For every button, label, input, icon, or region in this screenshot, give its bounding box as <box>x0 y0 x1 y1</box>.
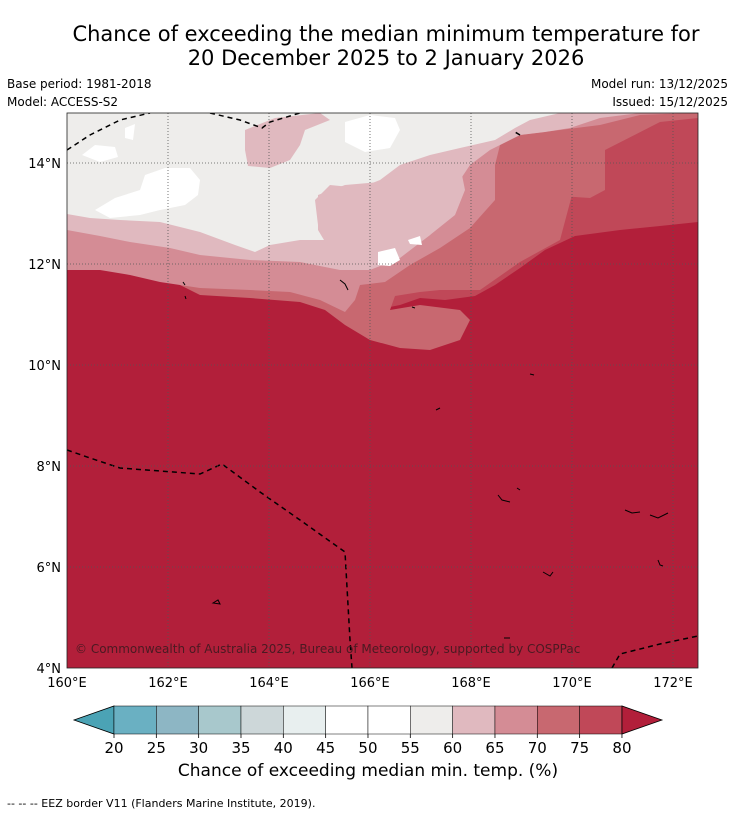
model-name: Model: ACCESS-S2 <box>7 95 119 109</box>
island <box>657 559 664 567</box>
map-plot-area: © Commonwealth of Australia 2025, Bureau… <box>67 113 698 668</box>
colorbar-segment <box>452 705 496 735</box>
colorbar-label: Chance of exceeding median min. temp. (%… <box>177 761 559 781</box>
eez-border-south-west <box>67 449 353 668</box>
colorbar-tick-label: 75 <box>570 739 589 757</box>
map-figure: © Commonwealth of Australia 2025, Bureau… <box>28 112 699 757</box>
map-frame <box>66 112 699 669</box>
colorbar-segment <box>240 705 284 735</box>
colorbar-tick-label: 20 <box>104 739 123 757</box>
colorbar-over-arrow <box>621 705 664 735</box>
lon-label-164e: 164°E <box>249 676 289 691</box>
island <box>542 571 554 577</box>
colorbar-segment <box>113 705 157 735</box>
region-50-55-northeast <box>345 115 400 152</box>
lat-label-14n: 14°N <box>28 157 61 172</box>
colorbar-segment <box>579 705 623 735</box>
region-50-55-east <box>408 236 422 245</box>
island <box>497 494 511 503</box>
region-50-55-north <box>125 124 135 140</box>
title-line-2: 20 December 2025 to 2 January 2026 <box>187 46 585 70</box>
colorbar-tick-label: 60 <box>443 739 462 757</box>
island <box>211 599 221 605</box>
colorbar-tick-label: 55 <box>401 739 420 757</box>
meta-right: Model run: 13/12/2025 Issued: 15/12/2025 <box>591 75 728 111</box>
island <box>649 512 669 519</box>
region-60-65-north <box>245 113 330 168</box>
island <box>516 487 521 491</box>
lat-axis: 14°N 12°N 10°N 8°N 6°N 4°N <box>28 157 61 677</box>
island <box>435 407 441 411</box>
colorbar-segment <box>410 705 453 735</box>
lat-label-10n: 10°N <box>28 359 61 374</box>
region-50-55-northwest <box>82 145 118 162</box>
colorbar-tick-label: 65 <box>485 739 504 757</box>
lon-label-166e: 166°E <box>350 676 390 691</box>
region-50-55-west <box>95 168 200 218</box>
colorbar-tick-label: 45 <box>316 739 335 757</box>
colorbar-segment <box>494 705 538 735</box>
colorbar-segment <box>283 705 326 735</box>
eez-border-south-east <box>611 635 698 668</box>
island <box>182 281 186 286</box>
model-run: Model run: 13/12/2025 <box>590 77 728 91</box>
base-period: Base period: 1981-2018 <box>7 77 152 91</box>
lat-label-4n: 4°N <box>37 662 62 677</box>
gridlines <box>67 113 698 668</box>
region-55-60 <box>67 113 560 252</box>
eez-border-north-west <box>67 113 151 151</box>
eez-border-north-central <box>209 113 301 129</box>
lat-label-6n: 6°N <box>37 561 62 576</box>
colorbar: 20 25 30 35 40 45 50 55 60 65 70 75 80 <box>72 705 664 757</box>
colorbar-tick-label: 70 <box>528 739 547 757</box>
lon-label-162e: 162°E <box>148 676 188 691</box>
lat-label-12n: 12°N <box>28 258 61 273</box>
colorbar-tick-label: 35 <box>231 739 250 757</box>
lon-label-168e: 168°E <box>451 676 491 691</box>
issued-date: Issued: 15/12/2025 <box>612 95 728 109</box>
colorbar-tick-label: 50 <box>358 739 377 757</box>
colorbar-tick-label: 80 <box>612 739 631 757</box>
eez-border-north-east <box>514 131 521 136</box>
chart-title: Chance of exceeding the median minimum t… <box>0 22 736 70</box>
lon-label-172e: 172°E <box>653 676 693 691</box>
colorbar-segment <box>325 705 369 735</box>
colorbar-tick-label: 30 <box>189 739 208 757</box>
title-line-1: Chance of exceeding the median minimum t… <box>72 22 700 46</box>
region-50-55-central <box>378 248 400 266</box>
region-60-65-central <box>318 162 465 266</box>
island <box>184 295 187 300</box>
meta-left: Base period: 1981-2018 Model: ACCESS-S2 <box>7 75 152 111</box>
colorbar-segment <box>198 705 242 735</box>
colorbar-segment <box>367 705 411 735</box>
colorbar-segment <box>537 705 580 735</box>
islands <box>182 279 669 639</box>
island <box>411 306 416 309</box>
lat-label-8n: 8°N <box>37 460 62 475</box>
lon-label-160e: 160°E <box>47 676 87 691</box>
lon-label-170e: 170°E <box>552 676 592 691</box>
island <box>529 373 535 376</box>
lon-axis: 160°E 162°E 164°E 166°E 168°E 170°E 172°… <box>47 676 693 691</box>
eez-borders <box>67 113 698 668</box>
colorbar-tick-label: 25 <box>147 739 166 757</box>
eez-footnote: -- -- -- EEZ border V11 (Flanders Marine… <box>7 797 316 810</box>
colorbar-tick-label: 40 <box>274 739 293 757</box>
copyright-notice: © Commonwealth of Australia 2025, Bureau… <box>75 642 580 656</box>
colorbar-segment <box>156 705 199 735</box>
island <box>624 509 641 514</box>
colorbar-under-arrow <box>72 705 115 735</box>
island <box>339 279 349 291</box>
